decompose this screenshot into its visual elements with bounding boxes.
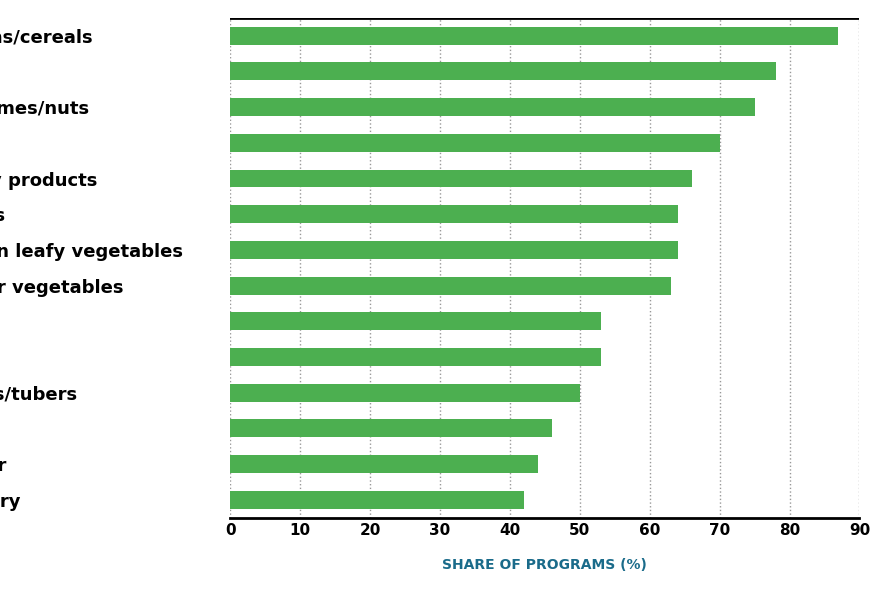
- Bar: [230, 170, 692, 187]
- Bar: [230, 455, 538, 473]
- X-axis label: SHARE OF PROGRAMS (%): SHARE OF PROGRAMS (%): [442, 558, 648, 572]
- Bar: [230, 277, 671, 295]
- Bar: [230, 348, 601, 366]
- Bar: [230, 62, 775, 80]
- Bar: [230, 312, 601, 330]
- Bar: [230, 98, 755, 116]
- Bar: [230, 419, 552, 437]
- Bar: [230, 134, 719, 152]
- Bar: [230, 384, 579, 402]
- Bar: [230, 491, 524, 509]
- Bar: [230, 205, 678, 223]
- Bar: [230, 241, 678, 259]
- Bar: [230, 27, 838, 45]
